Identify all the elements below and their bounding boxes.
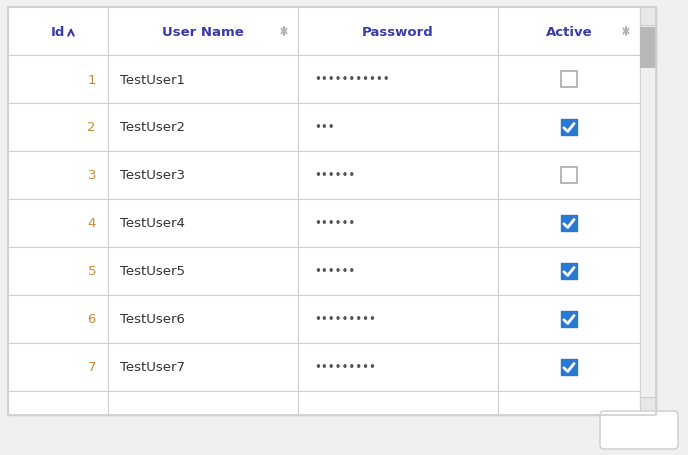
Text: ✎  Edit: ✎ Edit — [618, 424, 660, 436]
Bar — [498, 391, 640, 415]
Bar — [108, 248, 298, 295]
Bar — [108, 8, 298, 56]
Bar — [640, 8, 656, 415]
Bar — [498, 104, 640, 152]
Text: TestUser4: TestUser4 — [120, 217, 185, 230]
Text: Id: Id — [51, 25, 65, 38]
Bar — [640, 397, 656, 415]
Bar — [298, 56, 498, 104]
Bar — [298, 152, 498, 200]
Bar — [561, 167, 577, 184]
Bar — [298, 391, 498, 415]
Bar — [498, 152, 640, 200]
Bar — [8, 200, 108, 248]
Text: User Name: User Name — [162, 25, 244, 38]
Text: 3: 3 — [87, 169, 96, 182]
Text: TestUser5: TestUser5 — [120, 265, 185, 278]
Text: Active: Active — [546, 25, 592, 38]
Bar — [8, 343, 108, 391]
Bar — [108, 104, 298, 152]
Bar — [8, 104, 108, 152]
Bar — [298, 200, 498, 248]
Bar — [298, 248, 498, 295]
Bar — [561, 216, 577, 232]
Bar — [498, 248, 640, 295]
Bar — [8, 56, 108, 104]
Bar — [8, 248, 108, 295]
Text: •••••••••: ••••••••• — [314, 313, 376, 326]
Bar — [561, 263, 577, 279]
Bar — [8, 391, 108, 415]
Bar — [561, 311, 577, 327]
Bar — [498, 343, 640, 391]
Text: TestUser1: TestUser1 — [120, 73, 185, 86]
Text: ••••••: •••••• — [314, 169, 355, 182]
Text: ▼: ▼ — [645, 403, 651, 409]
Bar — [561, 72, 577, 88]
Text: TestUser6: TestUser6 — [120, 313, 185, 326]
Bar — [298, 343, 498, 391]
Text: 7: 7 — [87, 361, 96, 374]
Text: ▲: ▲ — [645, 14, 651, 20]
Text: Password: Password — [362, 25, 434, 38]
Text: 1: 1 — [87, 73, 96, 86]
Bar — [498, 8, 640, 56]
Bar — [8, 8, 108, 56]
Bar — [298, 8, 498, 56]
Text: ••••••: •••••• — [314, 217, 355, 230]
Text: TestUser2: TestUser2 — [120, 121, 185, 134]
Bar — [298, 295, 498, 343]
Bar — [108, 391, 298, 415]
Text: •••••••••: ••••••••• — [314, 361, 376, 374]
Bar — [640, 28, 656, 68]
Bar — [561, 359, 577, 375]
Text: ••••••: •••••• — [314, 265, 355, 278]
Bar — [8, 8, 656, 415]
Text: TestUser3: TestUser3 — [120, 169, 185, 182]
Text: 4: 4 — [87, 217, 96, 230]
Text: 2: 2 — [87, 121, 96, 134]
Text: 5: 5 — [87, 265, 96, 278]
Text: TestUser7: TestUser7 — [120, 361, 185, 374]
Bar — [640, 8, 656, 26]
Bar — [8, 152, 108, 200]
Bar — [108, 295, 298, 343]
FancyBboxPatch shape — [600, 411, 678, 449]
Text: •••••••••••: ••••••••••• — [314, 73, 389, 86]
Bar — [561, 120, 577, 136]
Bar — [498, 295, 640, 343]
Bar — [498, 200, 640, 248]
Text: •••: ••• — [314, 121, 334, 134]
Text: 6: 6 — [87, 313, 96, 326]
Bar — [298, 104, 498, 152]
Bar — [108, 56, 298, 104]
Bar — [108, 152, 298, 200]
Bar — [108, 200, 298, 248]
Bar — [8, 8, 656, 415]
Bar — [108, 343, 298, 391]
Bar — [8, 295, 108, 343]
Bar — [498, 56, 640, 104]
